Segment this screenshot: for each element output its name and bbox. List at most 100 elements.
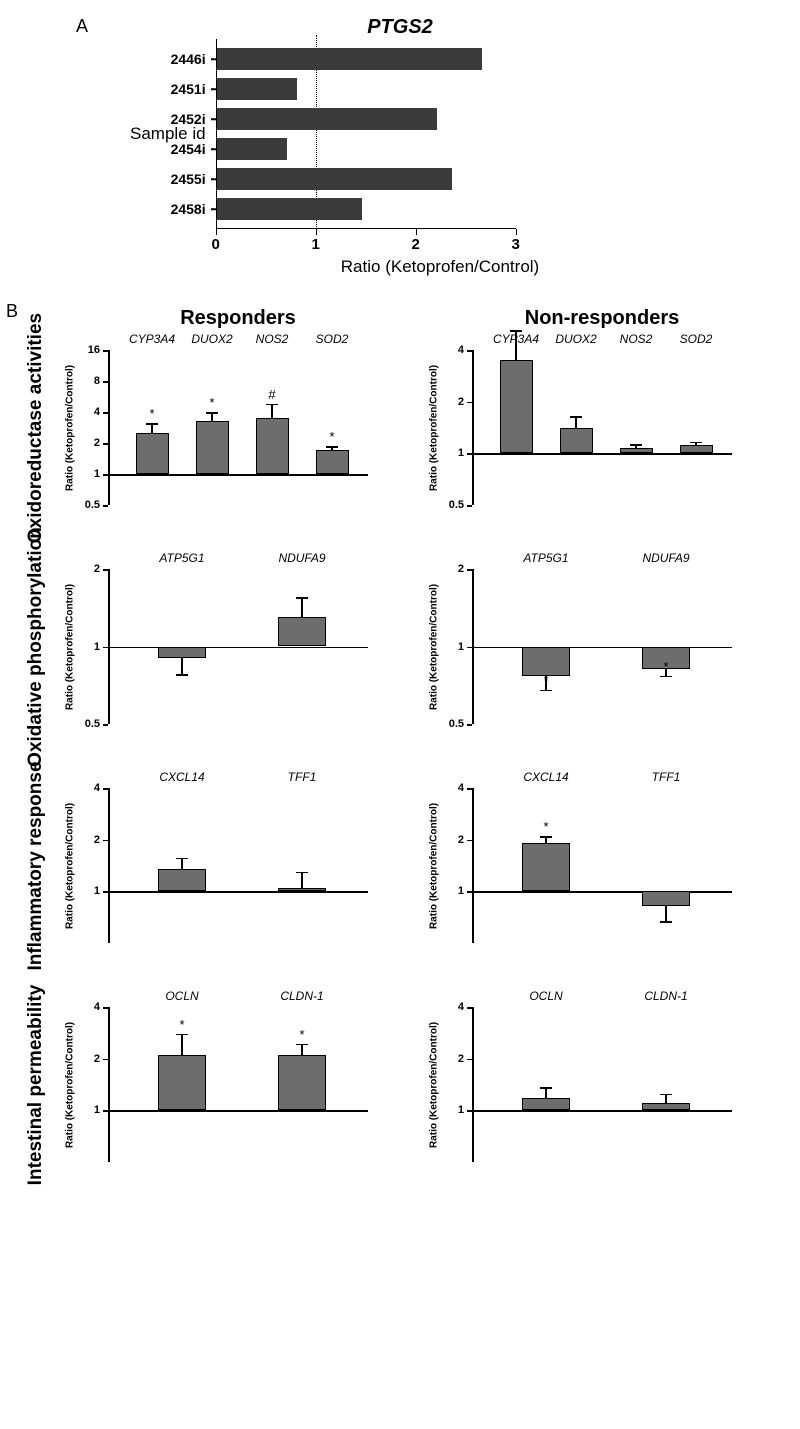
significance-marker: * <box>149 406 154 421</box>
row-title: Oxidative phosphorylation <box>25 527 47 767</box>
category-label: CXCL14 <box>523 770 568 784</box>
ytick-label: 1 <box>94 468 100 480</box>
ytick-label: 1 <box>458 885 464 897</box>
bar <box>256 418 289 474</box>
panel-b: B Responders Non-responders Oxidoreducta… <box>16 307 784 1182</box>
panel-a-xtick: 0 <box>211 236 219 253</box>
bar <box>158 647 206 659</box>
ytick-label: 1 <box>458 641 464 653</box>
ytick-label: 4 <box>458 782 464 794</box>
significance-marker: * <box>329 429 334 444</box>
panel-b-label: B <box>6 301 18 322</box>
ytick-label: 2 <box>94 834 100 846</box>
y-axis-label: Ratio (Ketoprofen/Control) <box>429 583 440 709</box>
bar-subplot: 0.512Ratio (Ketoprofen/Control)ATP5G1NDU… <box>108 569 368 724</box>
category-label: NDUFA9 <box>278 551 325 565</box>
y-axis-label: Ratio (Ketoprofen/Control) <box>429 364 440 490</box>
ytick-label: 4 <box>458 1001 464 1013</box>
ytick-label: 4 <box>458 344 464 356</box>
ytick-label: 0.5 <box>449 499 464 511</box>
significance-marker: * <box>299 1027 304 1042</box>
row-title: Oxidoreductase activities <box>25 312 47 542</box>
bar <box>278 888 326 892</box>
category-label: CLDN-1 <box>644 989 687 1003</box>
panel-a-title: PTGS2 <box>16 16 784 39</box>
bar-subplot: 0.5124Ratio (Ketoprofen/Control)CYP3A4DU… <box>472 350 732 505</box>
bar-subplot: 124Ratio (Ketoprofen/Control)CXCL14TFF1 <box>108 788 368 943</box>
y-axis-label: Ratio (Ketoprofen/Control) <box>429 802 440 928</box>
ytick-label: 2 <box>94 563 100 575</box>
y-axis-label: Ratio (Ketoprofen/Control) <box>429 1021 440 1147</box>
ytick-label: 2 <box>94 1053 100 1065</box>
ytick-label: 0.5 <box>85 718 100 730</box>
bar <box>136 433 169 474</box>
bar-subplot: 0.512Ratio (Ketoprofen/Control)*ATP5G1*N… <box>472 569 732 724</box>
category-label: SOD2 <box>680 332 713 346</box>
panel-a-bar <box>217 78 297 100</box>
bar <box>500 360 533 453</box>
y-axis-label: Ratio (Ketoprofen/Control) <box>65 583 76 709</box>
bar <box>316 450 349 474</box>
category-label: OCLN <box>165 989 198 1003</box>
panel-a-category-label: 2458i <box>171 201 206 217</box>
bar-subplot: 0.5124816Ratio (Ketoprofen/Control)*CYP3… <box>108 350 368 505</box>
category-label: ATP5G1 <box>523 551 568 565</box>
y-axis-label: Ratio (Ketoprofen/Control) <box>65 1021 76 1147</box>
ytick-label: 1 <box>94 641 100 653</box>
category-label: NDUFA9 <box>642 551 689 565</box>
bar <box>642 1103 690 1110</box>
ytick-label: 4 <box>94 782 100 794</box>
panel-a-category-label: 2446i <box>171 51 206 67</box>
category-label: NOS2 <box>620 332 653 346</box>
panel-a: Sample id 01232446i2451i2452i2454i2455i2… <box>130 39 670 277</box>
ytick-label: 8 <box>94 375 100 387</box>
ytick-label: 0.5 <box>85 499 100 511</box>
col-header-responders: Responders <box>56 307 420 330</box>
bar <box>278 1055 326 1110</box>
ytick-label: 1 <box>94 1104 100 1116</box>
y-axis-label: Ratio (Ketoprofen/Control) <box>65 802 76 928</box>
bar <box>158 869 206 891</box>
bar <box>522 647 570 676</box>
ytick-label: 1 <box>458 1104 464 1116</box>
bar-subplot: 124Ratio (Ketoprofen/Control)OCLNCLDN-1 <box>472 1007 732 1162</box>
panel-a-label: A <box>76 16 88 37</box>
category-label: ATP5G1 <box>159 551 204 565</box>
category-label: CYP3A4 <box>129 332 175 346</box>
bar <box>196 421 229 474</box>
significance-marker: # <box>268 387 275 402</box>
ytick-label: 2 <box>458 563 464 575</box>
ytick-label: 16 <box>88 344 100 356</box>
significance-marker: * <box>663 659 668 674</box>
bar <box>278 617 326 646</box>
significance-marker: * <box>209 395 214 410</box>
panel-a-bar <box>217 168 452 190</box>
panel-a-x-label: Ratio (Ketoprofen/Control) <box>210 257 670 277</box>
panel-a-category-label: 2454i <box>171 141 206 157</box>
ytick-label: 2 <box>458 834 464 846</box>
panel-a-plot: 01232446i2451i2452i2454i2455i2458i <box>216 39 516 229</box>
bar-subplot: 124Ratio (Ketoprofen/Control)*CXCL14TFF1 <box>472 788 732 943</box>
ytick-label: 2 <box>94 437 100 449</box>
bar <box>560 428 593 453</box>
panel-a-bar <box>217 138 287 160</box>
row-title: Intestinal permeability <box>25 984 47 1185</box>
significance-marker: * <box>543 673 548 688</box>
bar <box>642 891 690 906</box>
ytick-label: 4 <box>94 1001 100 1013</box>
bar <box>620 448 653 454</box>
ytick-label: 1 <box>94 885 100 897</box>
ytick-label: 2 <box>458 1053 464 1065</box>
panel-a-bar <box>217 198 362 220</box>
category-label: DUOX2 <box>191 332 232 346</box>
bar <box>680 445 713 453</box>
panel-a-xtick: 1 <box>311 236 319 253</box>
category-label: SOD2 <box>316 332 349 346</box>
category-label: NOS2 <box>256 332 289 346</box>
row-title: Inflammatory response <box>25 761 47 970</box>
significance-marker: * <box>543 819 548 834</box>
ytick-label: 2 <box>458 396 464 408</box>
bar-subplot: 124Ratio (Ketoprofen/Control)*OCLN*CLDN-… <box>108 1007 368 1162</box>
col-header-nonresponders: Non-responders <box>420 307 784 330</box>
panel-a-bar <box>217 108 437 130</box>
